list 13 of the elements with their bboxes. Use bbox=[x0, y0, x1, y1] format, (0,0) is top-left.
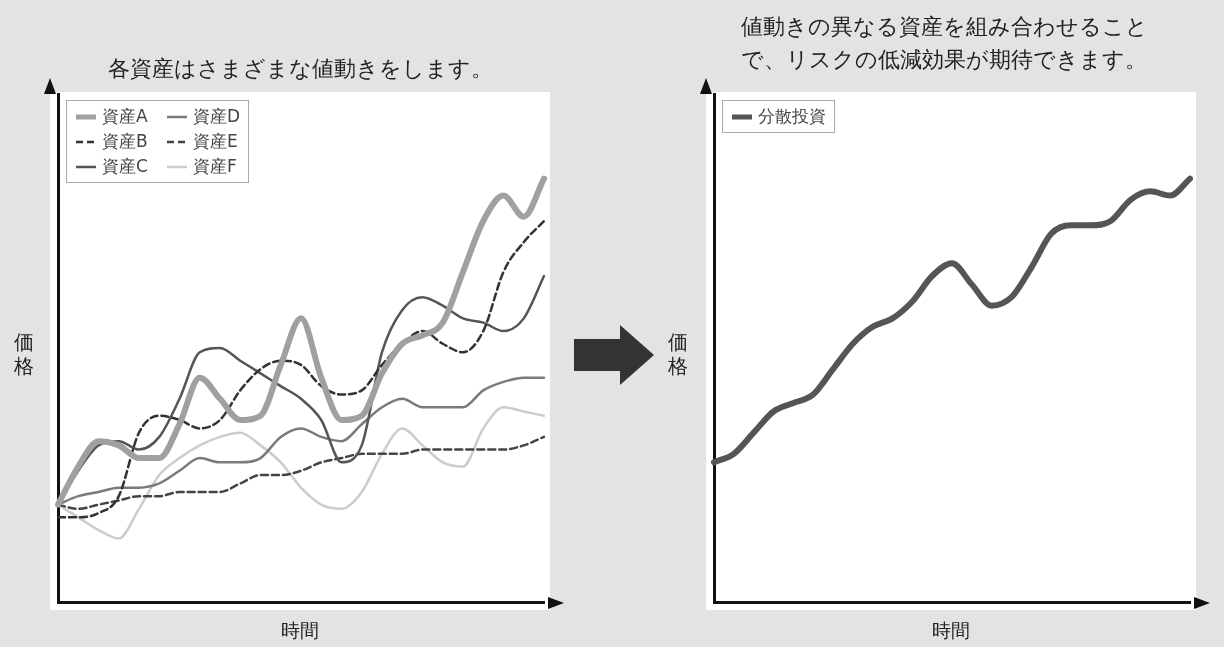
x-axis-title: 時間 bbox=[280, 618, 320, 643]
legend-label: 資産D bbox=[192, 105, 240, 128]
legend-label: 資産C bbox=[102, 155, 148, 178]
legend-label: 分散投資 bbox=[758, 105, 826, 128]
legend-label: 資産F bbox=[192, 155, 237, 178]
chart-title: 各資産はさまざまな値動きをします。 bbox=[106, 55, 494, 83]
chart-title: 値動きの異なる資産を組み合わせることで、リスクの低減効果が期待できます。 bbox=[739, 13, 1149, 74]
y-axis-title: 価格 bbox=[668, 330, 688, 378]
legend-label: 資産B bbox=[102, 130, 148, 153]
x-axis-title: 時間 bbox=[931, 618, 971, 643]
legend-label: 資産E bbox=[192, 130, 238, 153]
legend-label: 資産A bbox=[102, 105, 148, 128]
y-axis-title: 価格 bbox=[14, 330, 34, 378]
